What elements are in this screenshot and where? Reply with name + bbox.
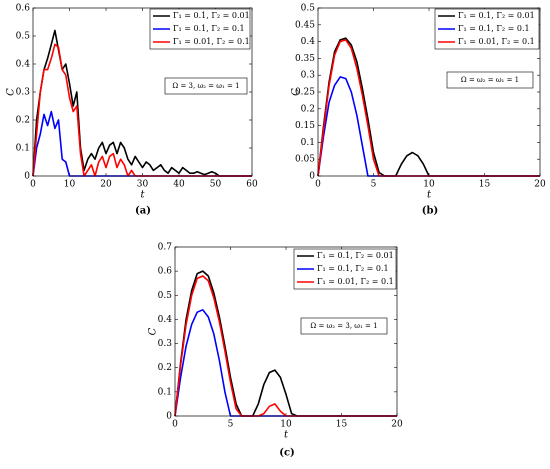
legend-label: Γ₁ = 0.01, Γ₂ = 0.1 — [458, 37, 535, 46]
y-tick-label: 0.25 — [295, 88, 315, 98]
series-line — [32, 29, 252, 177]
y-tick-label: 0.5 — [158, 291, 173, 301]
x-tick-label: 0 — [172, 420, 178, 430]
annotation: Ω = ω₂ = ω₁ = 1 — [461, 76, 519, 84]
y-tick-label: 0.4 — [301, 37, 316, 47]
y-tick-label: 0.5 — [301, 4, 316, 14]
y-tick-label: 0 — [309, 172, 315, 182]
panel-label: (a) — [135, 206, 151, 217]
x-tick-label: 15 — [336, 420, 348, 430]
y-tick-label: 0.1 — [301, 138, 315, 148]
y-tick-label: 0.2 — [301, 104, 315, 114]
axes-frame — [317, 7, 541, 177]
y-tick-label: 0.3 — [158, 339, 173, 349]
annotation: Ω = 3, ω₂ = ω₁ = 1 — [172, 82, 239, 90]
x-axis-label: t — [427, 190, 432, 201]
legend-label: Γ₁ = 0.1, Γ₂ = 0.1 — [173, 24, 245, 33]
y-axis-label: C — [6, 88, 17, 96]
annotation: Ω = ω₂ = 3, ω₁ = 1 — [310, 322, 377, 330]
y-tick-label: 0.2 — [16, 116, 30, 126]
x-tick-label: 5 — [228, 420, 234, 430]
y-axis-label: C — [148, 327, 159, 335]
x-tick-label: 5 — [371, 180, 377, 190]
y-tick-label: 0.1 — [158, 387, 172, 397]
legend-label: Γ₁ = 0.1, Γ₂ = 0.01 — [173, 11, 250, 20]
legend-label: Γ₁ = 0.1, Γ₂ = 0.1 — [458, 24, 530, 33]
y-tick-label: 0.6 — [158, 267, 173, 277]
x-tick-label: 60 — [246, 180, 258, 190]
y-tick-label: 0.4 — [158, 315, 173, 325]
x-axis-label: t — [284, 430, 289, 441]
panel-label: (b) — [422, 206, 438, 217]
axes-frame — [32, 7, 253, 177]
x-tick-label: 0 — [315, 180, 321, 190]
y-tick-label: 0 — [24, 172, 30, 182]
annotation-box — [164, 77, 248, 95]
legend-label: Γ₁ = 0.01, Γ₂ = 0.1 — [173, 37, 250, 46]
x-tick-label: 10 — [423, 180, 435, 190]
annotation-box — [300, 317, 388, 335]
legend-label: Γ₁ = 0.01, Γ₂ = 0.1 — [317, 277, 394, 286]
x-tick-label: 50 — [210, 180, 222, 190]
x-tick-label: 20 — [100, 180, 112, 190]
y-tick-label: 0.7 — [158, 243, 173, 253]
x-tick-label: 10 — [64, 180, 76, 190]
y-tick-label: 0.3 — [301, 71, 316, 81]
y-tick-label: 0.3 — [16, 88, 31, 98]
x-tick-label: 40 — [173, 180, 185, 190]
x-tick-label: 30 — [137, 180, 149, 190]
y-tick-label: 0 — [166, 412, 172, 422]
x-tick-label: 0 — [30, 180, 36, 190]
y-tick-label: 0.15 — [295, 121, 315, 131]
x-tick-label: 15 — [479, 180, 491, 190]
y-tick-label: 0.05 — [295, 155, 315, 165]
x-axis-label: t — [140, 190, 145, 201]
x-tick-label: 20 — [391, 420, 403, 430]
y-tick-label: 0.4 — [16, 60, 31, 70]
y-tick-label: 0.6 — [16, 4, 31, 14]
y-tick-label: 0.1 — [16, 144, 30, 154]
axes-frame — [174, 246, 398, 417]
y-tick-label: 0.45 — [295, 20, 315, 30]
annotation-box — [446, 71, 534, 89]
y-tick-label: 0.35 — [295, 54, 315, 64]
x-tick-label: 10 — [280, 420, 292, 430]
legend-label: Γ₁ = 0.1, Γ₂ = 0.1 — [317, 264, 389, 273]
legend-label: Γ₁ = 0.1, Γ₂ = 0.01 — [317, 251, 394, 260]
panel-label: (c) — [279, 448, 295, 459]
x-tick-label: 20 — [534, 180, 546, 190]
y-axis-label: C — [291, 88, 302, 96]
legend-label: Γ₁ = 0.1, Γ₂ = 0.01 — [458, 11, 535, 20]
y-tick-label: 0.2 — [158, 363, 172, 373]
y-tick-label: 0.5 — [16, 32, 31, 42]
